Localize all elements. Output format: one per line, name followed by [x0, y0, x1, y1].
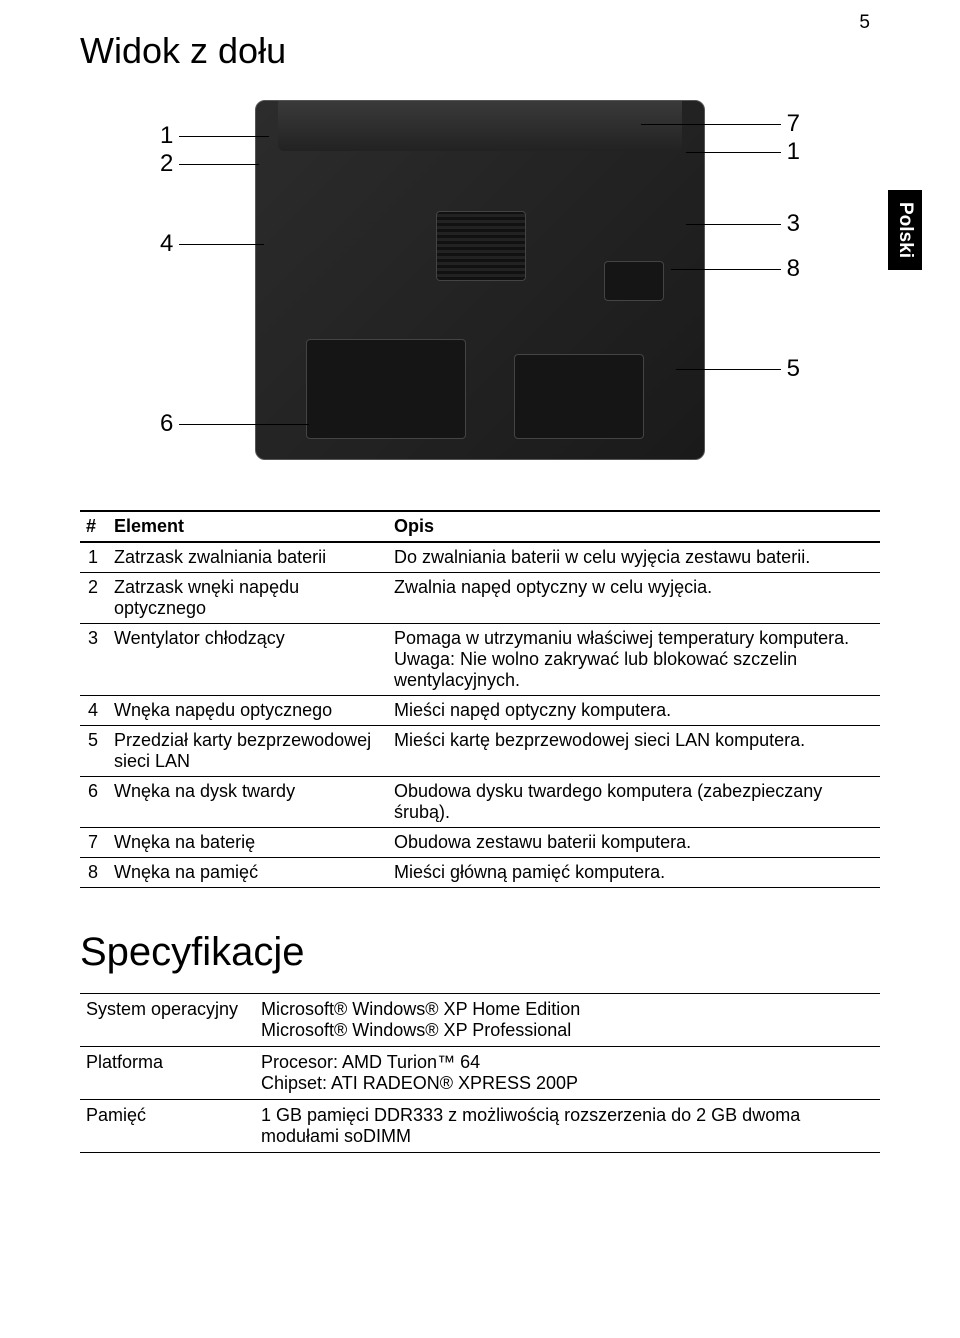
table-row: 5Przedział karty bezprzewodowej sieci LA… [80, 726, 880, 777]
wlan-panel [514, 354, 644, 439]
table-row: 3Wentylator chłodzącyPomaga w utrzymaniu… [80, 624, 880, 696]
callout-num: 2 [160, 150, 173, 178]
table-header-row: # Element Opis [80, 511, 880, 542]
cell-desc: Obudowa zestawu baterii komputera. [388, 828, 880, 858]
callout-num: 1 [787, 138, 800, 166]
spec-value: Procesor: AMD Turion™ 64Chipset: ATI RAD… [255, 1047, 880, 1100]
page-title: Widok z dołu [80, 30, 880, 72]
cell-desc: Zwalnia napęd optyczny w celu wyjęcia. [388, 573, 880, 624]
callout-num: 7 [787, 110, 800, 138]
cell-num: 6 [80, 777, 108, 828]
hdd-panel [306, 339, 466, 439]
cell-desc: Mieści główną pamięć komputera. [388, 858, 880, 888]
callout-num: 4 [160, 230, 173, 258]
callout-line [179, 136, 269, 137]
table-row: 1Zatrzask zwalniania bateriiDo zwalniani… [80, 542, 880, 573]
cell-element: Wnęka na dysk twardy [108, 777, 388, 828]
cell-num: 8 [80, 858, 108, 888]
spec-label: Pamięć [80, 1100, 255, 1153]
callout-right-8: 8 [671, 255, 800, 283]
spec-label: System operacyjny [80, 994, 255, 1047]
cell-element: Wentylator chłodzący [108, 624, 388, 696]
callout-line [179, 164, 259, 165]
cell-element: Zatrzask wnęki napędu optycznego [108, 573, 388, 624]
table-row: 8Wnęka na pamięćMieści główną pamięć kom… [80, 858, 880, 888]
table-row: 4Wnęka napędu optycznegoMieści napęd opt… [80, 696, 880, 726]
th-desc: Opis [388, 511, 880, 542]
cell-element: Zatrzask zwalniania baterii [108, 542, 388, 573]
cell-desc: Obudowa dysku twardego komputera (zabezp… [388, 777, 880, 828]
cell-num: 2 [80, 573, 108, 624]
cell-element: Przedział karty bezprzewodowej sieci LAN [108, 726, 388, 777]
callout-line [671, 269, 781, 270]
callout-num: 3 [787, 210, 800, 238]
th-element: Element [108, 511, 388, 542]
callout-right-3: 3 [686, 210, 800, 238]
cell-desc: Do zwalniania baterii w celu wyjęcia zes… [388, 542, 880, 573]
cell-element: Wnęka na pamięć [108, 858, 388, 888]
callout-line [641, 124, 781, 125]
cell-desc: Pomaga w utrzymaniu właściwej temperatur… [388, 624, 880, 696]
callout-line [179, 244, 264, 245]
bottom-view-diagram: 1 2 4 6 7 1 3 8 [90, 90, 870, 490]
table-row: Pamięć1 GB pamięci DDR333 z możliwością … [80, 1100, 880, 1153]
cell-num: 3 [80, 624, 108, 696]
cell-num: 1 [80, 542, 108, 573]
callout-left-6: 6 [160, 410, 309, 438]
spec-value: Microsoft® Windows® XP Home EditionMicro… [255, 994, 880, 1047]
spec-table: System operacyjnyMicrosoft® Windows® XP … [80, 993, 880, 1153]
callout-num: 1 [160, 122, 173, 150]
callout-num: 6 [160, 410, 173, 438]
th-num: # [80, 511, 108, 542]
table-row: 7Wnęka na baterięObudowa zestawu baterii… [80, 828, 880, 858]
callout-right-7: 7 [641, 110, 800, 138]
mem-panel [604, 261, 664, 301]
cell-element: Wnęka napędu optycznego [108, 696, 388, 726]
vent-panel [436, 211, 526, 281]
callout-line [686, 152, 781, 153]
cell-desc: Mieści kartę bezprzewodowej sieci LAN ko… [388, 726, 880, 777]
table-row: 2Zatrzask wnęki napędu optycznegoZwalnia… [80, 573, 880, 624]
callout-num: 8 [787, 255, 800, 283]
callout-right-1: 1 [686, 138, 800, 166]
table-row: 6Wnęka na dysk twardyObudowa dysku tward… [80, 777, 880, 828]
cell-num: 5 [80, 726, 108, 777]
table-row: PlatformaProcesor: AMD Turion™ 64Chipset… [80, 1047, 880, 1100]
callout-line [686, 224, 781, 225]
cell-num: 4 [80, 696, 108, 726]
table-row: System operacyjnyMicrosoft® Windows® XP … [80, 994, 880, 1047]
spec-value: 1 GB pamięci DDR333 z możliwością rozsze… [255, 1100, 880, 1153]
cell-element: Wnęka na baterię [108, 828, 388, 858]
cell-desc: Mieści napęd optyczny komputera. [388, 696, 880, 726]
callout-left-2: 2 [160, 150, 259, 178]
callout-right-5: 5 [676, 355, 800, 383]
components-table: # Element Opis 1Zatrzask zwalniania bate… [80, 510, 880, 888]
laptop-bottom [255, 100, 705, 460]
page-number: 5 [859, 12, 870, 34]
callout-line [179, 424, 309, 425]
spec-label: Platforma [80, 1047, 255, 1100]
callout-num: 5 [787, 355, 800, 383]
language-tab: Polski [888, 190, 922, 270]
cell-num: 7 [80, 828, 108, 858]
spec-title: Specyfikacje [80, 930, 880, 975]
callout-left-4: 4 [160, 230, 264, 258]
page: 5 Polski Widok z dołu 1 2 4 6 7 [0, 0, 960, 1193]
callout-line [676, 369, 781, 370]
callout-left-1: 1 [160, 122, 269, 150]
